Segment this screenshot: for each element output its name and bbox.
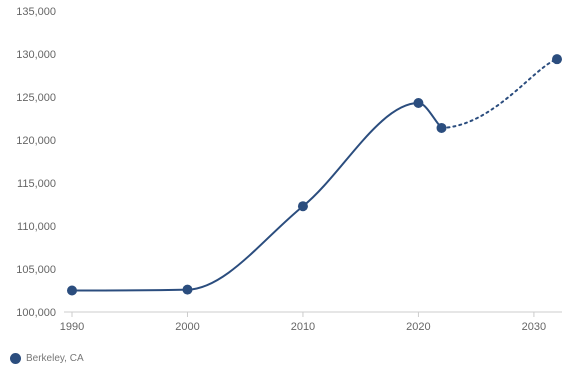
y-tick-label: 125,000 <box>16 92 56 104</box>
x-axis-labels: 1990 2000 2010 2020 2030 <box>60 321 546 333</box>
data-point-2032 <box>552 54 562 65</box>
data-point-2020 <box>413 98 424 109</box>
legend: Berkeley, CA <box>10 351 84 365</box>
legend-label: Berkeley, CA <box>26 352 84 364</box>
y-tick-label: 115,000 <box>17 178 56 190</box>
y-tick-label: 120,000 <box>16 135 56 147</box>
y-axis-labels: 100,000 105,000 110,000 115,000 120,000 125,0… <box>16 6 56 319</box>
x-tick-label: 1990 <box>60 321 84 333</box>
series-line-actual <box>71 102 443 292</box>
data-points <box>67 54 562 296</box>
data-point-2010 <box>297 201 308 212</box>
x-tick-label: 2010 <box>291 321 315 333</box>
x-tick-label: 2000 <box>175 321 199 333</box>
y-tick-label: 110,000 <box>17 221 56 233</box>
x-tick-label: 2030 <box>522 321 546 333</box>
data-point-1990 <box>67 285 77 296</box>
y-tick-label: 130,000 <box>16 49 56 61</box>
data-point-2022 <box>436 122 447 133</box>
y-tick-label: 135,000 <box>16 6 56 18</box>
x-axis-ticks <box>71 312 535 317</box>
y-tick-label: 100,000 <box>16 307 56 319</box>
y-tick-label: 105,000 <box>16 264 56 276</box>
data-point-2000 <box>182 284 193 295</box>
series-line-projected <box>440 58 558 129</box>
x-tick-label: 2020 <box>406 321 430 333</box>
legend-marker <box>10 352 21 364</box>
